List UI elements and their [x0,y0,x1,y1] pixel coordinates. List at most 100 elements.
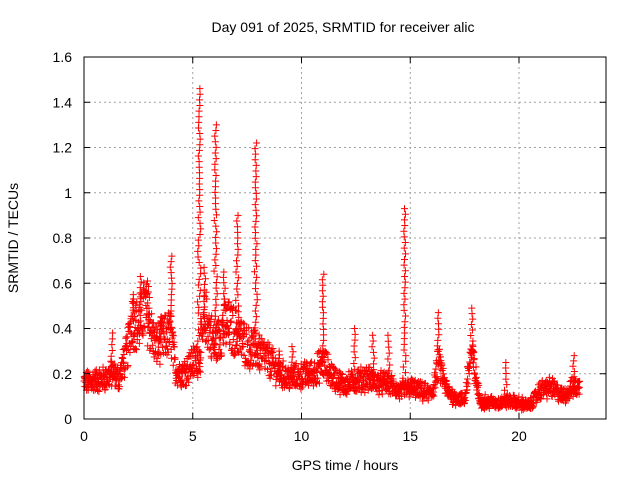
data-point [402,369,410,377]
data-point [475,381,483,389]
data-point [253,240,261,248]
data-point [196,85,204,93]
data-point [194,247,202,255]
data-point [196,231,204,239]
data-point [312,379,320,387]
data-point [238,334,246,342]
data-point [313,380,321,388]
data-point [436,365,444,373]
data-point [156,360,164,368]
data-point [124,362,132,370]
y-tick-label: 0 [64,411,72,427]
data-point [252,206,260,214]
data-point [267,347,275,355]
data-point [251,268,259,276]
data-point [400,216,408,224]
y-tick-label: 1.4 [53,94,73,110]
data-point [145,310,153,318]
data-point [328,375,336,382]
data-point [207,344,215,352]
data-point [118,354,126,362]
data-point [308,358,316,366]
data-point [384,373,392,381]
data-point [233,257,241,265]
data-point [434,309,442,317]
data-point [166,318,174,326]
data-point [150,327,158,335]
data-point [573,389,581,397]
data-point [213,290,221,298]
data-point [215,345,223,353]
data-point [238,343,246,351]
data-point [132,346,140,354]
data-point [240,320,248,328]
data-point [436,358,444,366]
data-point [212,155,220,163]
data-point [252,229,260,237]
data-point [433,373,441,381]
data-point [400,301,408,309]
data-point [399,363,407,371]
data-point [318,298,326,306]
data-point [550,377,558,385]
data-point [462,379,470,387]
data-point [211,339,219,347]
data-point [575,384,583,392]
data-point [570,367,578,375]
data-point [569,362,577,370]
data-point [253,139,261,147]
data-point [196,130,204,138]
data-point [469,337,477,345]
data-point [225,328,233,336]
data-point [240,351,248,359]
data-point [434,336,442,344]
data-point [166,263,174,271]
data-point [566,394,574,402]
data-point [384,355,392,363]
data-point [117,375,125,383]
data-point [543,395,551,403]
data-point [165,324,173,332]
data-point [234,211,242,219]
data-point [430,392,438,400]
data-point [463,375,471,383]
x-tick-label: 20 [511,428,527,444]
data-point [242,330,250,338]
data-point [150,353,158,361]
data-point [197,264,205,272]
data-point [229,311,237,319]
data-point [210,267,218,275]
data-point [126,323,134,331]
data-point [202,327,210,335]
data-point [503,392,511,400]
data-point [213,329,221,337]
data-point [196,96,204,104]
data-point [400,244,408,252]
data-point [537,395,545,403]
data-point [142,293,150,301]
data-point [235,349,243,357]
data-point [382,378,390,386]
data-point [129,291,137,299]
data-point [234,319,242,327]
data-point [576,377,584,385]
data-point [126,328,134,336]
data-point [165,337,173,345]
data-point [470,348,478,356]
data-point [131,313,139,321]
data-point [125,320,133,328]
data-point [130,308,138,316]
data-point [275,347,283,355]
data-point [252,161,260,169]
data-point [467,331,475,339]
data-point [234,291,242,299]
data-point [398,392,406,400]
data-point [385,349,393,357]
data-point [175,373,183,381]
data-point [235,302,243,310]
data-point [233,262,241,270]
data-point [220,268,228,276]
data-point [375,391,383,399]
data-point [200,309,208,317]
data-point [380,368,388,376]
